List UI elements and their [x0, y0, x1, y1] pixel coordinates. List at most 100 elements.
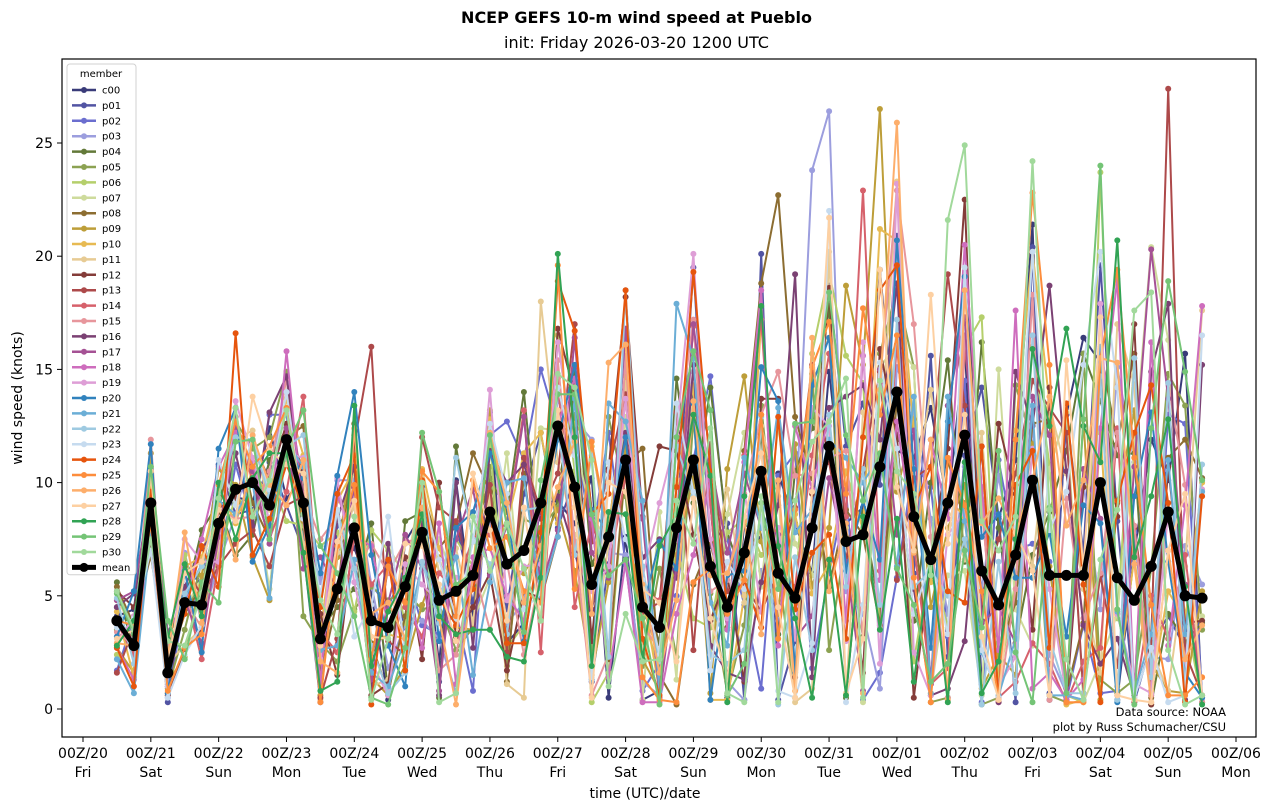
data-point-p26	[181, 529, 188, 536]
legend-item-p23: p23	[72, 440, 121, 451]
data-point-p24	[860, 434, 866, 441]
data-point-p28	[300, 549, 307, 556]
data-point-p02	[758, 685, 765, 692]
data-point-p18	[758, 287, 765, 294]
data-point-p21	[520, 475, 527, 482]
data-point-p24	[130, 683, 137, 690]
legend-item-p28: p28	[72, 517, 121, 528]
data-point-p23	[215, 457, 222, 463]
data-point-p30	[860, 694, 866, 701]
legend-item-p06: p06	[72, 178, 121, 189]
data-point-p28	[792, 615, 799, 622]
data-point-p23	[741, 586, 748, 592]
mean-point	[806, 522, 818, 534]
legend-item-p11: p11	[72, 255, 121, 266]
data-point-p29	[944, 660, 951, 667]
data-point-p23	[1148, 644, 1155, 651]
data-point-p24	[334, 490, 341, 497]
data-point-p22	[978, 701, 985, 708]
data-point-p28	[1165, 416, 1172, 423]
data-point-p22	[453, 454, 459, 461]
data-point-p26	[1131, 561, 1138, 568]
data-point-p24	[385, 556, 392, 563]
mean-point	[891, 386, 903, 398]
data-point-p03	[809, 167, 816, 174]
data-point-p29	[588, 511, 595, 518]
data-point-p20	[910, 466, 917, 472]
data-point-p21	[792, 529, 799, 536]
data-point-p30	[283, 407, 290, 414]
data-point-p27	[232, 518, 239, 525]
data-point-p21	[910, 393, 917, 400]
data-point-p23	[622, 536, 629, 543]
data-point-p19	[486, 386, 493, 393]
data-point-p28	[1114, 237, 1121, 244]
data-point-p11	[860, 409, 866, 416]
data-point-p18	[775, 642, 782, 649]
legend-marker	[81, 102, 87, 109]
legend-label: p21	[102, 409, 121, 420]
mean-point	[501, 558, 513, 570]
data-point-p07	[910, 364, 917, 371]
data-point-p23	[673, 400, 680, 407]
data-point-p26	[283, 502, 290, 509]
data-point-p04	[402, 518, 409, 525]
mean-point	[518, 545, 530, 556]
data-point-p30	[486, 567, 493, 574]
data-point-p08	[792, 413, 799, 420]
data-point-p01	[927, 352, 934, 359]
data-point-p11	[927, 386, 934, 393]
data-point-p28	[910, 678, 917, 685]
data-point-p28	[266, 450, 273, 457]
data-point-p23	[351, 633, 358, 640]
data-point-p18	[639, 699, 646, 706]
data-point-p22	[1012, 690, 1019, 697]
data-point-p29	[843, 432, 849, 439]
data-point-p22	[1131, 355, 1138, 362]
data-point-p28	[843, 692, 849, 699]
data-point-p13	[453, 518, 459, 525]
data-point-p26	[927, 436, 934, 443]
data-point-p09	[927, 604, 934, 611]
data-point-p30	[113, 588, 120, 595]
x-tick-label: 00Z/30	[736, 746, 786, 762]
data-point-p25	[571, 586, 578, 592]
data-point-p24	[1148, 382, 1155, 389]
data-point-p30	[1097, 556, 1104, 563]
mean-point	[535, 497, 547, 509]
mean-point	[789, 592, 801, 604]
data-point-p20	[130, 588, 137, 595]
data-point-p14	[198, 656, 205, 663]
data-point-p20	[758, 364, 765, 371]
data-point-p12	[419, 656, 426, 663]
legend-item-p20: p20	[72, 394, 121, 405]
data-point-p16	[520, 461, 527, 468]
data-point-p29	[826, 289, 833, 296]
y-tick-label: 0	[44, 702, 53, 718]
legend-marker	[81, 487, 87, 494]
mean-point	[1111, 572, 1123, 584]
data-point-p21	[639, 497, 646, 504]
data-point-p28	[944, 699, 951, 706]
data-point-p25	[893, 332, 900, 339]
data-point-p26	[826, 588, 833, 595]
mean-point	[348, 522, 360, 534]
x-tick-day: Sat	[1089, 765, 1112, 781]
data-point-p19	[402, 561, 409, 568]
data-point-p30	[181, 642, 188, 649]
data-point-p28	[826, 556, 833, 563]
legend-item-p19: p19	[72, 378, 121, 389]
data-point-p13	[113, 669, 120, 676]
data-point-p27	[673, 658, 680, 665]
mean-point	[874, 461, 886, 473]
legend-item-p29: p29	[72, 532, 121, 543]
data-point-p19	[554, 339, 561, 346]
data-point-p20	[249, 558, 256, 565]
data-point-p27	[334, 538, 341, 545]
x-tick-label: 00Z/26	[465, 746, 515, 762]
data-point-p28	[368, 663, 375, 669]
data-point-p20	[995, 511, 1002, 518]
mean-point	[450, 585, 462, 597]
data-point-p24	[809, 549, 816, 556]
data-point-p29	[1148, 425, 1155, 432]
